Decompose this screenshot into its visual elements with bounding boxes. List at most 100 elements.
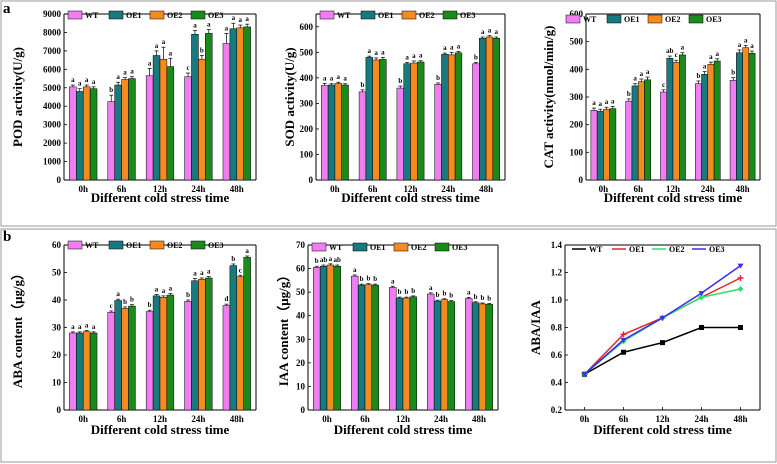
- significance-letter: a: [207, 268, 211, 276]
- significance-letter: a: [412, 52, 416, 60]
- significance-letter: a: [599, 100, 603, 108]
- bar-OE3-6h: [379, 59, 387, 181]
- significance-letter: b: [148, 301, 152, 309]
- x-tick-label: 12h: [655, 414, 669, 424]
- bar-OE2-12h: [159, 58, 168, 181]
- x-tick-label: 48h: [230, 414, 244, 424]
- bar-OE2-24h: [448, 54, 456, 181]
- bar-OE1-0h: [76, 332, 84, 411]
- legend-swatch-OE3: [688, 14, 704, 24]
- significance-letter: a: [323, 74, 327, 82]
- significance-letter: a: [467, 288, 471, 296]
- x-tick-label: 24h: [694, 414, 708, 424]
- legend-swatch-WT: [319, 10, 335, 20]
- y-tick-label: 7000: [43, 46, 62, 56]
- point-WT: [621, 349, 626, 355]
- y-tick-label: 30: [52, 323, 62, 333]
- y-tick-label: 3000: [43, 120, 62, 130]
- x-axis-title: Different cold stress time: [593, 422, 732, 437]
- point-WT: [699, 325, 704, 330]
- bar-OE2-12h: [159, 297, 168, 411]
- y-tick-label: 4000: [43, 101, 62, 111]
- y-tick-label: 1.4: [551, 240, 563, 250]
- y-tick-label: 0.6: [551, 350, 563, 360]
- point-OE3: [581, 372, 588, 378]
- legend: WT OE1 OE2 OE3: [319, 10, 476, 20]
- bar-OE3-24h: [713, 60, 721, 181]
- legend-swatch-OE1: [108, 10, 124, 20]
- bar-OE3-12h: [409, 296, 417, 411]
- bar-WT-6h: [351, 275, 359, 411]
- significance-letter: a: [116, 73, 120, 81]
- x-tick-label: 0h: [78, 414, 88, 424]
- significance-letter: a: [744, 37, 748, 45]
- significance-letter: b: [361, 81, 365, 89]
- legend: WT OE1 OE2 OE3: [565, 14, 722, 24]
- y-tick-label: 200: [570, 120, 584, 130]
- legend-swatch-WT: [67, 240, 83, 250]
- legend-label-OE2: OE2: [669, 245, 685, 254]
- bar-OE1-6h: [114, 300, 122, 411]
- y-tick-label: 0: [57, 405, 62, 415]
- significance-letter: a: [715, 50, 719, 58]
- bar-OE3-48h: [485, 304, 493, 411]
- bar-OE2-6h: [121, 79, 129, 181]
- bar-WT-24h: [695, 83, 702, 181]
- significance-letter: b: [130, 296, 134, 304]
- bar-WT-6h: [358, 91, 367, 181]
- bar-OE3-48h: [243, 257, 251, 411]
- y-axis-title: ABA content（μg/g）: [10, 267, 25, 388]
- legend: WT OE1 OE2 OE3: [67, 10, 224, 20]
- legend-label-OE3: OE3: [208, 241, 224, 250]
- significance-letter: a: [130, 68, 134, 76]
- significance-letter: a: [162, 287, 166, 295]
- y-tick-label: 5000: [43, 83, 62, 93]
- bar-WT-0h: [69, 332, 77, 411]
- bar-OE3-12h: [679, 54, 686, 181]
- x-tick-label: 48h: [472, 414, 486, 424]
- legend-swatch-OE1: [352, 242, 368, 252]
- legend-label-OE2: OE2: [167, 11, 183, 20]
- significance-letter: a: [239, 16, 243, 24]
- y-tick-label: 100: [300, 149, 314, 159]
- significance-letter: a: [330, 75, 334, 83]
- bar-OE2-6h: [364, 284, 373, 411]
- y-tick-label: 50: [52, 268, 62, 278]
- y-tick-label: 10: [296, 381, 306, 391]
- significance-letter: b: [442, 290, 446, 298]
- bar-OE3-12h: [417, 61, 425, 181]
- y-tick-label: 0.8: [551, 323, 563, 333]
- significance-letter: a: [200, 269, 204, 277]
- y-tick-label: 1.0: [551, 295, 563, 305]
- significance-letter: b: [200, 47, 204, 55]
- x-tick-label: 48h: [230, 184, 244, 194]
- y-tick-label: 0: [301, 405, 306, 415]
- legend-swatch-OE3: [434, 242, 450, 252]
- panel-a-label: a: [3, 1, 11, 17]
- legend-swatch-OE2: [149, 240, 165, 250]
- y-tick-label: 0: [579, 175, 584, 185]
- significance-letter: a: [381, 48, 385, 56]
- significance-letter: a: [85, 322, 89, 330]
- significance-letter: b: [474, 293, 478, 301]
- legend-swatch-OE2: [393, 242, 409, 252]
- y-axis-title: IAA content（μg/g）: [276, 269, 291, 387]
- significance-letter: b: [123, 298, 127, 306]
- point-OE3: [737, 263, 744, 269]
- bar-OE3-0h: [89, 88, 98, 181]
- bar-OE2-24h: [198, 58, 206, 181]
- significance-letter: a: [225, 24, 229, 32]
- y-axis-title: ABA/IAA: [528, 299, 543, 355]
- legend-swatch-OE3: [190, 240, 206, 250]
- chart-sod: 0 100 200 300 400 500 600 0h 6h 12h 24h 48hDifferen…: [282, 10, 506, 205]
- bar-WT-0h: [313, 267, 321, 411]
- bar-WT-0h: [321, 85, 329, 181]
- bar-OE1-24h: [433, 300, 442, 411]
- y-tick-label: 70: [296, 240, 306, 250]
- legend-swatch-OE2: [149, 10, 165, 20]
- bar-WT-48h: [222, 43, 231, 181]
- significance-letter: a: [481, 28, 485, 36]
- significance-letter: c: [239, 266, 242, 274]
- y-tick-label: 9000: [43, 9, 62, 19]
